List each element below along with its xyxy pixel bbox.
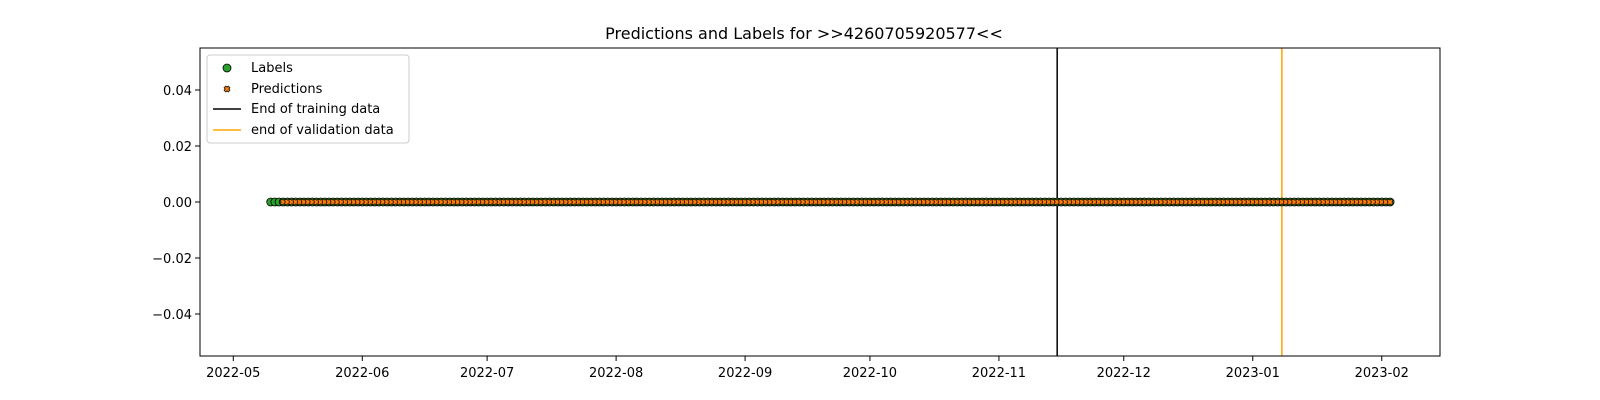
x-tick-label: 2022-06 — [335, 366, 389, 381]
x-tick-label: 2022-09 — [718, 366, 772, 381]
x-tick-label: 2022-08 — [589, 366, 643, 381]
legend-box — [206, 54, 410, 144]
y-tick-label: 0.02 — [163, 140, 192, 155]
legend-labels-marker — [222, 63, 232, 73]
x-tick-label: 2023-02 — [1355, 366, 1409, 381]
x-tick-label: 2022-12 — [1097, 366, 1151, 381]
x-tick-label: 2023-01 — [1226, 366, 1280, 381]
legend-labels-text: Labels — [251, 61, 293, 76]
legend: Labels Predictions End of training data … — [206, 54, 410, 144]
data-points — [266, 197, 1395, 207]
x-axis: 2022-05 2022-06 2022-07 2022-08 2022-09 2022-… — [206, 356, 1409, 381]
y-tick-label: −0.02 — [152, 252, 192, 267]
x-tick-label: 2022-07 — [460, 366, 514, 381]
y-tick-label: 0.00 — [163, 196, 192, 211]
legend-predictions-text: Predictions — [251, 82, 323, 97]
y-tick-label: 0.04 — [163, 84, 192, 99]
y-axis: 0.04 0.02 0.00 −0.02 −0.04 — [152, 84, 200, 323]
y-tick-label: −0.04 — [152, 308, 192, 323]
chart-title: Predictions and Labels for >>42607059205… — [605, 24, 1003, 43]
legend-training-text: End of training data — [251, 102, 380, 117]
x-tick-label: 2022-11 — [972, 366, 1026, 381]
prediction-point — [1386, 198, 1394, 206]
x-tick-label: 2022-05 — [206, 366, 260, 381]
x-tick-label: 2022-10 — [843, 366, 897, 381]
legend-predictions-marker — [223, 85, 231, 93]
legend-validation-text: end of validation data — [251, 123, 394, 138]
